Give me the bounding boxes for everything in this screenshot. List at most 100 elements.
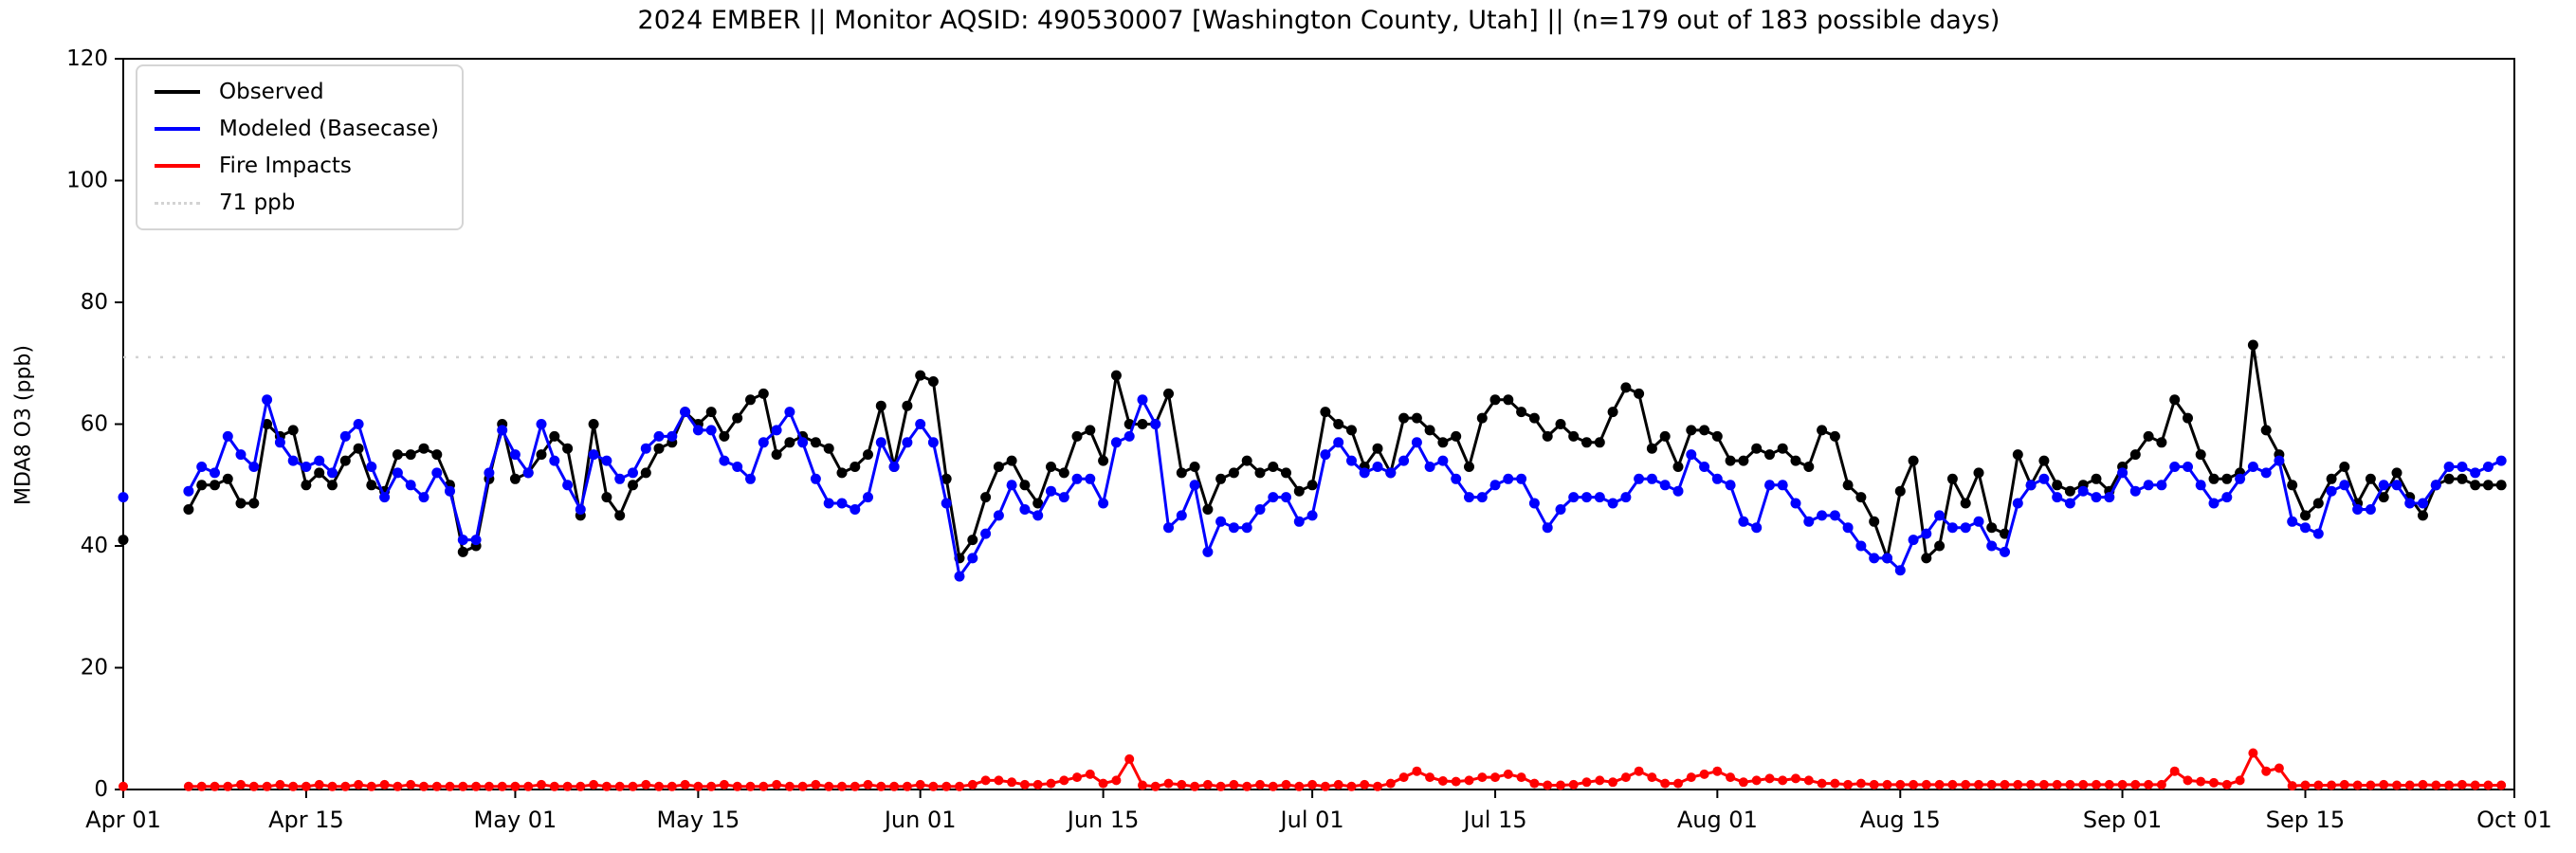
data-point [692, 425, 703, 436]
data-point [1594, 437, 1605, 448]
data-point [537, 779, 546, 789]
data-point [876, 781, 886, 791]
data-point [1189, 480, 1200, 491]
data-point [354, 779, 364, 789]
data-point [1320, 781, 1330, 791]
data-point [941, 781, 952, 791]
data-point [2391, 467, 2402, 479]
data-point [915, 370, 926, 381]
data-point [836, 467, 848, 479]
data-point [536, 419, 547, 429]
data-point [2300, 522, 2311, 534]
data-point [301, 480, 312, 491]
data-point [523, 781, 534, 791]
data-point [2247, 339, 2258, 351]
data-point [2156, 480, 2167, 491]
data-point [471, 781, 482, 791]
data-point [470, 535, 482, 546]
data-point [1986, 540, 1998, 552]
data-point [1425, 772, 1435, 783]
data-point [2012, 449, 2023, 461]
data-point [745, 473, 756, 484]
data-point [705, 425, 717, 436]
data-point [1882, 779, 1892, 789]
data-point [2287, 781, 2297, 791]
data-point [1542, 522, 1553, 534]
data-point [2287, 480, 2298, 491]
data-point [1921, 528, 1932, 539]
data-point [875, 400, 886, 411]
series-line [187, 343, 2502, 560]
data-point [1960, 498, 1971, 509]
data-point [457, 535, 468, 546]
data-point [628, 480, 638, 491]
observed-line-swatch [155, 90, 200, 94]
data-point [366, 480, 377, 491]
data-point [2326, 473, 2337, 484]
data-point [1503, 473, 1514, 484]
data-point [2300, 780, 2311, 790]
data-point [1973, 467, 1984, 479]
data-point [2457, 473, 2468, 484]
data-point [2326, 485, 2337, 497]
data-point [196, 781, 207, 791]
data-point [2077, 485, 2089, 497]
data-point [1711, 473, 1723, 484]
data-point [392, 449, 403, 461]
data-point [1464, 462, 1474, 472]
x-tick-label: Jun 15 [1066, 807, 1140, 833]
data-point [810, 473, 821, 484]
data-point [1620, 382, 1632, 393]
data-point [1385, 467, 1397, 479]
data-point [784, 781, 795, 791]
data-point [967, 779, 977, 789]
data-point [1306, 480, 1318, 491]
data-point [549, 455, 560, 466]
data-point [1529, 778, 1540, 789]
data-point [771, 425, 782, 436]
data-point [327, 480, 338, 491]
data-point [2470, 780, 2480, 790]
data-point [1543, 780, 1553, 790]
data-point [2013, 779, 2023, 789]
data-point [772, 779, 782, 789]
data-point [2300, 510, 2311, 521]
data-point [2392, 780, 2402, 790]
data-point [1894, 485, 1906, 497]
data-point [1306, 510, 1318, 521]
data-point [784, 407, 795, 418]
data-point [1293, 516, 1305, 527]
data-point [811, 779, 821, 789]
data-point [1215, 781, 1226, 791]
data-point [1451, 430, 1462, 442]
data-point [1477, 772, 1488, 783]
data-point [340, 781, 351, 791]
data-point [1150, 419, 1161, 429]
data-point [653, 430, 665, 442]
data-point [1934, 510, 1946, 521]
axes-box [122, 58, 2515, 790]
data-point [1659, 430, 1671, 442]
data-point [1124, 753, 1135, 764]
data-point [314, 455, 325, 466]
data-point [850, 462, 861, 472]
data-point [863, 779, 873, 789]
data-point [1071, 430, 1083, 442]
data-point [1790, 498, 1801, 509]
data-point [2195, 449, 2206, 461]
data-point [301, 781, 311, 791]
data-point [1437, 455, 1449, 466]
data-point [445, 781, 455, 791]
data-point [888, 462, 900, 472]
data-point [1699, 769, 1709, 779]
data-point [2012, 498, 2023, 509]
data-point [927, 437, 939, 448]
data-point [1476, 412, 1488, 424]
data-point [2143, 480, 2154, 491]
data-point [236, 779, 246, 789]
data-point [2260, 467, 2272, 479]
data-point [1581, 492, 1592, 503]
data-point [2482, 462, 2494, 472]
data-point [2470, 480, 2481, 491]
